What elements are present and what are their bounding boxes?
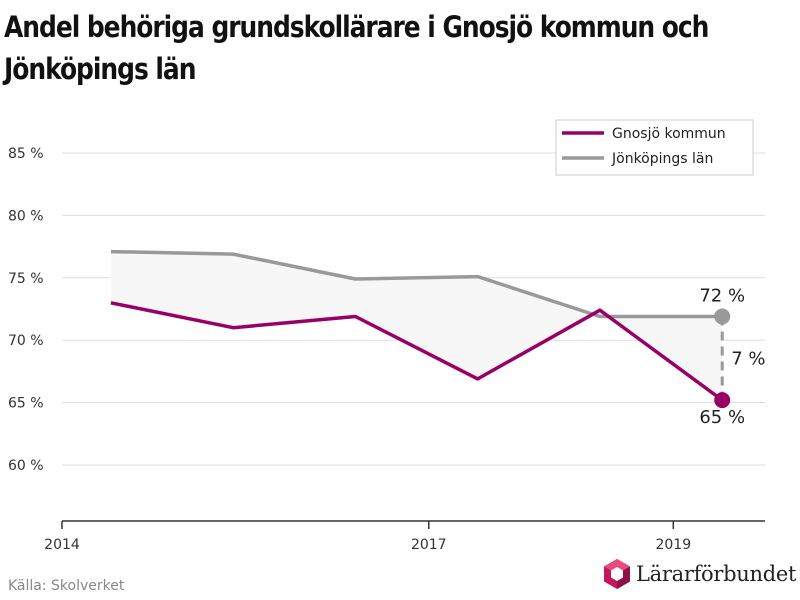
x-tick-marks: [61, 521, 675, 529]
y-tick-label-60: 60 %: [8, 458, 44, 474]
legend: Gnosjö kommun Jönköpings län: [555, 119, 754, 176]
y-tick-label-80: 80 %: [8, 208, 44, 224]
end-label-gnosjo-kommun: 65 %: [699, 407, 745, 428]
legend-box: [555, 119, 754, 176]
y-tick-label-85: 85 %: [8, 146, 44, 162]
y-tick-label-75: 75 %: [8, 271, 44, 287]
brand-logo: Lärarförbundet: [602, 558, 796, 590]
legend-label-gnosjo: Gnosjö kommun: [612, 126, 726, 142]
legend-label-lan: Jönköpings län: [611, 151, 713, 167]
series-line-gnosjo-kommun: [110, 301, 724, 402]
x-tick-label-2017: 2017: [411, 537, 447, 553]
chart-title: Andel behöriga grundskollärare i Gnosjö …: [4, 10, 709, 86]
end-label-jonkopings-lan: 72 %: [699, 285, 745, 306]
source-note: Källa: Skolverket: [8, 578, 125, 594]
y-tick-label-70: 70 %: [8, 333, 44, 349]
hexagon-logo-icon: [604, 559, 630, 589]
y-tick-labels: 60 % 65 % 70 % 75 % 80 % 85 %: [8, 146, 44, 474]
y-tick-label-65: 65 %: [8, 396, 44, 412]
end-point-jonkopings-lan: [714, 308, 731, 325]
x-tick-labels: 2014 2017 2019: [44, 537, 691, 553]
x-tick-label-2019: 2019: [655, 537, 691, 553]
brand-name: Lärarförbundet: [636, 562, 797, 586]
series-line-jonkopings-lan: [110, 249, 723, 319]
end-point-gnosjo-kommun: [714, 392, 731, 409]
gap-area: [110, 251, 723, 401]
x-tick-label-2014: 2014: [44, 537, 80, 553]
gap-label: 7 %: [731, 348, 765, 369]
